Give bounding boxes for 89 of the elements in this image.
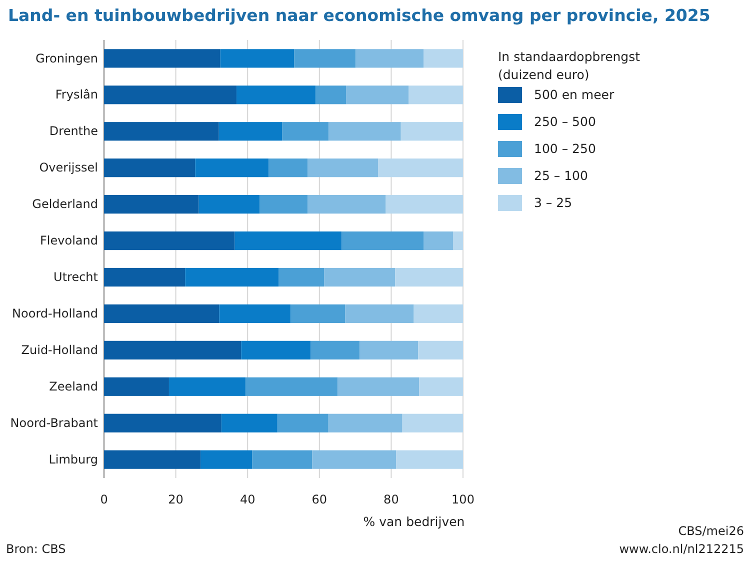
y-tick-label: Noord-Brabant <box>10 416 98 430</box>
bar <box>395 268 463 287</box>
bar <box>104 304 220 324</box>
bar <box>345 304 414 324</box>
bar <box>168 377 246 396</box>
bar <box>360 340 418 360</box>
bar <box>104 268 186 287</box>
x-tick-label: 60 <box>312 492 328 507</box>
bar <box>104 414 222 432</box>
bar <box>408 86 463 104</box>
y-tick-label: Flevoland <box>40 234 98 248</box>
y-tick-label: Groningen <box>36 51 98 66</box>
bar <box>418 340 463 360</box>
bar <box>252 450 312 469</box>
bar <box>241 340 311 360</box>
y-tick-label: Limburg <box>48 452 98 466</box>
bar <box>104 377 169 396</box>
bar <box>386 194 463 214</box>
bar <box>324 268 396 287</box>
bar <box>424 49 463 68</box>
bar <box>200 450 252 469</box>
bar <box>414 304 463 324</box>
bar <box>278 268 324 287</box>
bar <box>104 450 201 469</box>
bar <box>378 158 463 178</box>
bar <box>315 86 346 104</box>
x-tick-label: 0 <box>100 492 108 507</box>
bar <box>104 49 220 68</box>
bar <box>294 49 356 68</box>
bar <box>346 86 409 104</box>
bar <box>290 304 346 324</box>
bar <box>104 158 196 178</box>
y-tick-label: Gelderland <box>32 197 98 212</box>
bar <box>308 194 386 214</box>
legend-label: 250 – 500 <box>534 114 596 129</box>
bar <box>338 377 420 396</box>
bar <box>104 340 242 360</box>
bar <box>396 450 463 469</box>
bar <box>220 49 294 68</box>
bar <box>245 377 338 396</box>
y-tick-label: Noord-Holland <box>12 306 98 321</box>
legend-title: In standaardopbrengst (duizend euro) <box>498 49 640 82</box>
text: www.clo.nl/nl212215 <box>619 542 744 556</box>
x-tick-label: 80 <box>384 492 399 507</box>
bar <box>260 194 308 214</box>
bar <box>402 414 463 432</box>
chart-title: Land- en tuinbouwbedrijven naar economische omvang per provincie, 2025 <box>8 6 710 25</box>
bar <box>185 268 279 287</box>
bar <box>219 304 291 324</box>
x-tick-label: 100 <box>452 492 474 507</box>
bar <box>218 122 282 141</box>
bar <box>400 122 463 141</box>
bar <box>282 122 329 141</box>
bar <box>277 414 328 432</box>
bar <box>312 450 396 469</box>
bar <box>310 340 360 360</box>
bar <box>268 158 308 178</box>
legend-label: 3 – 25 <box>534 195 572 210</box>
text: CBS/mei26 <box>678 524 744 538</box>
bar <box>104 122 219 141</box>
bar <box>419 377 463 396</box>
y-tick-label: Fryslân <box>55 88 98 102</box>
bar <box>236 86 316 104</box>
text: Bron: CBS <box>6 542 66 556</box>
bar <box>104 231 235 250</box>
legend-label: 500 en meer <box>534 87 615 102</box>
bar <box>308 158 378 178</box>
bar <box>356 49 424 68</box>
bar <box>104 86 236 104</box>
bar <box>234 231 342 250</box>
bar <box>424 231 454 250</box>
x-tick-label: 20 <box>168 492 184 507</box>
bar <box>453 231 463 250</box>
legend-label: 25 – 100 <box>534 168 588 183</box>
x-tick-label: 40 <box>240 492 256 507</box>
bar <box>195 158 269 178</box>
y-tick-label: Zeeland <box>49 379 98 394</box>
bar <box>221 414 278 432</box>
bar <box>198 194 260 214</box>
y-tick-label: Zuid-Holland <box>21 343 98 358</box>
y-tick-label: Drenthe <box>49 124 98 138</box>
bar <box>342 231 424 250</box>
bar <box>328 414 402 432</box>
y-tick-label: Overijssel <box>39 160 98 175</box>
y-tick-label: Utrecht <box>54 270 98 284</box>
bar <box>328 122 401 141</box>
legend-label: 100 – 250 <box>534 141 596 156</box>
bar <box>104 194 199 214</box>
x-axis-title: % van bedrijven <box>363 514 465 529</box>
